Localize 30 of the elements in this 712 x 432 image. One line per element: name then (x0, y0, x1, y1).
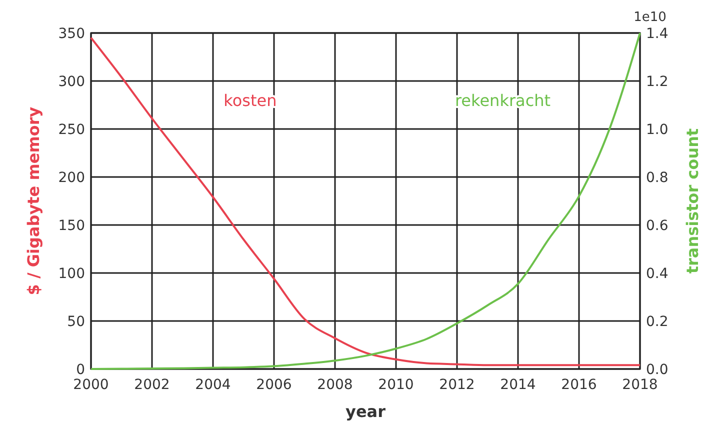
x-axis-title: year (346, 402, 386, 421)
y-tick-label: 250 (58, 122, 85, 138)
y-tick-label: 300 (58, 74, 85, 90)
y2-tick-label: 1.0 (646, 122, 668, 138)
y-tick-label: 0 (76, 362, 85, 378)
y2-tick-label: 0.2 (646, 314, 668, 330)
y2-tick-label: 1.4 (646, 26, 668, 42)
y2-tick-label: 0.0 (646, 362, 668, 378)
x-tick-label: 2004 (195, 377, 231, 393)
y-tick-label: 50 (67, 314, 85, 330)
x-tick-label: 2016 (561, 377, 597, 393)
y2-tick-label: 0.8 (646, 170, 668, 186)
y2-axis-title: transistor count (683, 128, 702, 274)
y2-tick-label: 0.6 (646, 218, 668, 234)
x-tick-label: 2008 (317, 377, 353, 393)
y-tick-label: 200 (58, 170, 85, 186)
x-tick-label: 2002 (134, 377, 170, 393)
x-tick-label: 2000 (73, 377, 109, 393)
x-tick-label: 2012 (439, 377, 475, 393)
y-tick-label: 100 (58, 266, 85, 282)
y2-tick-label: 1.2 (646, 74, 668, 90)
y-tick-label: 350 (58, 26, 85, 42)
y-axis-title: $ / Gigabyte memory (24, 106, 43, 296)
x-tick-label: 2006 (256, 377, 292, 393)
y-tick-label: 150 (58, 218, 85, 234)
x-tick-label: 2018 (622, 377, 658, 393)
text: 1e10 (634, 10, 666, 25)
x-tick-label: 2014 (500, 377, 536, 393)
x-tick-label: 2010 (378, 377, 414, 393)
y2-tick-label: 0.4 (646, 266, 668, 282)
